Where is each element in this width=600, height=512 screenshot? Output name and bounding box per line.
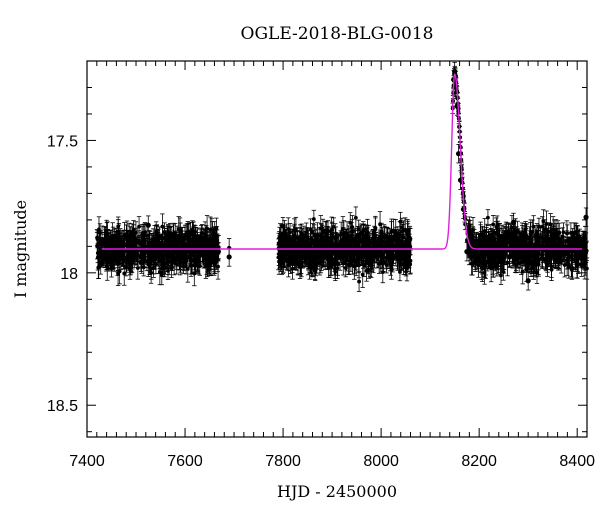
noise-point [163, 253, 167, 258]
noise-point [166, 254, 171, 259]
noise-point [212, 234, 216, 239]
x-tick-label: 8400 [559, 453, 595, 470]
x-tick-label: 7800 [265, 453, 301, 470]
x-tick-label: 7400 [69, 453, 105, 470]
x-tick-label: 8200 [461, 453, 497, 470]
noise-point [99, 248, 104, 253]
noise-point [141, 234, 146, 239]
noise-point [95, 243, 100, 248]
noise-point [192, 271, 197, 276]
noise-point [105, 265, 110, 270]
noise-point [380, 270, 385, 275]
noise-point [132, 257, 137, 262]
noise-point [121, 241, 126, 246]
noise-point [384, 263, 389, 267]
noise-point [105, 237, 110, 241]
noise-point [401, 262, 406, 267]
noise-point [126, 254, 131, 258]
noise-point [193, 238, 198, 243]
noise-point [190, 232, 195, 237]
noise-point [135, 266, 140, 270]
noise-point [311, 217, 316, 221]
noise-point [203, 264, 208, 269]
noise-point [197, 241, 202, 245]
noise-point [141, 265, 146, 270]
photometry-noise-cloud [94, 65, 590, 292]
noise-point [208, 238, 213, 243]
noise-point [179, 239, 184, 244]
x-axis-ticks [86, 61, 578, 437]
noise-point [169, 252, 174, 257]
noise-point [147, 251, 152, 256]
noise-point [188, 230, 193, 235]
noise-point [154, 262, 158, 267]
noise-point [357, 279, 361, 284]
y-tick-label: 18 [60, 266, 78, 283]
noise-point [134, 254, 139, 259]
noise-point [140, 248, 145, 253]
y-tick-label: 18.5 [47, 398, 78, 415]
noise-point [154, 235, 159, 240]
noise-point [290, 244, 294, 249]
noise-point [205, 261, 210, 266]
x-axis-tick-labels: 7400 7600 7800 8000 8200 8400 [69, 453, 595, 470]
noise-point [111, 234, 116, 239]
noise-point [317, 261, 322, 266]
noise-point [159, 241, 164, 245]
noise-point [174, 257, 179, 262]
noise-point [157, 259, 161, 263]
x-tick-label: 7600 [167, 453, 203, 470]
noise-point [166, 240, 171, 245]
noise-point [137, 224, 141, 229]
noise-point [159, 251, 164, 256]
noise-point [343, 266, 348, 271]
noise-point [124, 236, 129, 240]
noise-point [353, 215, 358, 220]
y-axis-tick-labels: 17.5 18 18.5 [47, 133, 78, 415]
noise-point [164, 237, 169, 242]
noise-point [171, 243, 176, 248]
noise-point [115, 262, 120, 266]
noise-point [335, 266, 340, 271]
chart-title: OGLE-2018-BLG-0018 [241, 24, 434, 44]
noise-point [103, 239, 108, 244]
noise-point [131, 227, 136, 232]
noise-point [373, 227, 378, 232]
noise-point [200, 249, 205, 254]
y-tick-label: 17.5 [47, 133, 78, 150]
noise-point [200, 231, 205, 235]
noise-point [398, 270, 402, 274]
noise-point [119, 244, 123, 248]
noise-point [97, 227, 101, 232]
x-tick-label: 8000 [363, 453, 399, 470]
